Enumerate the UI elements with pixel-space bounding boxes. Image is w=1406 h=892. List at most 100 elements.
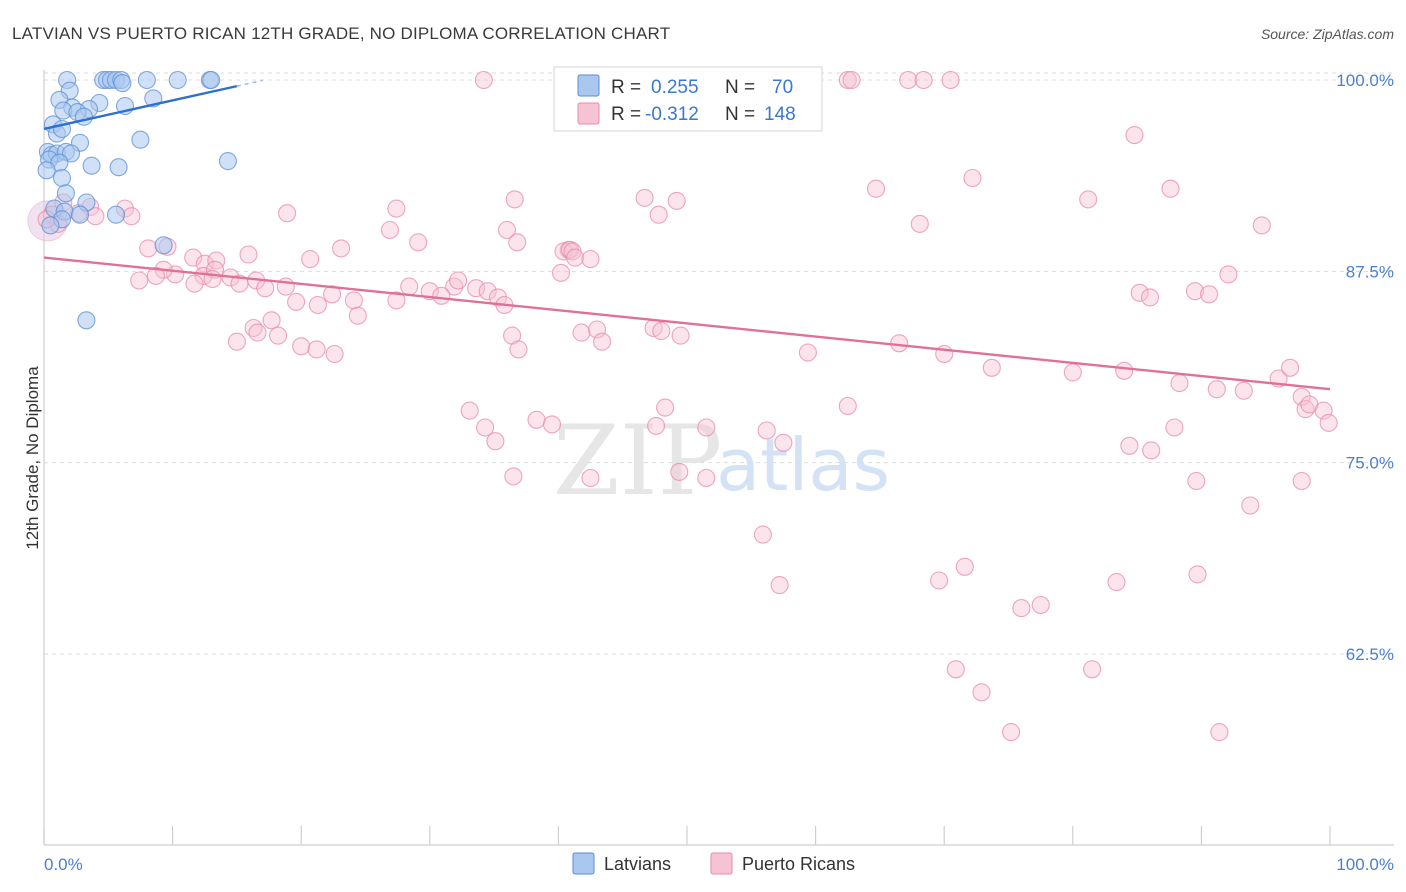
watermark-zip: ZIP	[553, 405, 722, 517]
point-puerto-ricans-92	[1207, 380, 1226, 399]
point-puerto-ricans-7	[941, 70, 960, 90]
point-puerto-ricans-20	[505, 190, 524, 209]
y-tick-label-3: 62.5%	[1346, 645, 1394, 664]
legend-r-label-1: R =	[611, 77, 641, 98]
point-puerto-ricans-89	[1063, 363, 1082, 382]
watermark: ZIP atlas	[553, 405, 890, 517]
point-puerto-ricans-74	[227, 332, 246, 351]
point-puerto-ricans-15	[122, 207, 141, 226]
point-latvians-6	[137, 70, 156, 90]
point-puerto-ricans-103	[647, 416, 666, 435]
point-latvians-45	[41, 216, 60, 235]
point-puerto-ricans-62	[432, 286, 451, 305]
correlation-legend: R = 0.255 N = 70 R = -0.312 N = 148	[553, 66, 823, 132]
point-puerto-ricans-56	[467, 279, 486, 298]
point-puerto-ricans-143	[1130, 283, 1149, 302]
point-latvians-42	[70, 205, 90, 224]
point-latvians-33	[82, 156, 101, 175]
point-latvians-7	[168, 70, 187, 90]
point-latvians-37	[52, 168, 72, 188]
point-latvians-47	[77, 311, 96, 330]
point-puerto-ricans-73	[292, 337, 311, 356]
point-puerto-ricans-45	[184, 248, 203, 267]
point-puerto-ricans-28	[1252, 216, 1271, 235]
trendline-puerto-ricans	[43, 256, 1331, 391]
point-puerto-ricans-68	[348, 306, 367, 325]
point-puerto-ricans-108	[486, 432, 505, 451]
point-puerto-ricans-65	[287, 292, 306, 311]
point-puerto-ricans-66	[308, 295, 327, 315]
point-puerto-ricans-118	[1165, 418, 1184, 437]
point-puerto-ricans-128	[1107, 573, 1126, 592]
point-latvians-43	[106, 205, 126, 224]
point-puerto-ricans-133	[1210, 723, 1229, 742]
bottom-legend-label-puerto-ricans: Puerto Ricans	[742, 854, 855, 874]
point-puerto-ricans-105	[757, 421, 776, 440]
point-puerto-ricans-48	[239, 245, 258, 264]
series-legend: Latvians Puerto Ricans	[572, 852, 855, 875]
y-tick-label-1: 87.5%	[1346, 262, 1394, 281]
point-puerto-ricans-109	[460, 401, 479, 420]
point-puerto-ricans-132	[972, 683, 991, 702]
point-puerto-ricans-147	[1219, 265, 1238, 284]
point-puerto-ricans-72	[269, 326, 288, 345]
point-puerto-ricans-91	[1170, 374, 1189, 393]
bottom-legend-label-latvians: Latvians	[604, 854, 671, 874]
point-puerto-ricans-71	[248, 323, 267, 342]
legend-n-value-1: 70	[772, 77, 793, 98]
point-puerto-ricans-129	[1188, 565, 1207, 584]
chart-title: LATVIAN VS PUERTO RICAN 12TH GRADE, NO D…	[12, 24, 670, 43]
point-puerto-ricans-84	[593, 332, 612, 351]
point-puerto-ricans-145	[1185, 282, 1205, 301]
point-puerto-ricans-93	[1234, 381, 1253, 400]
legend-n-label-2: N =	[725, 104, 755, 125]
watermark-atlas: atlas	[716, 423, 890, 507]
y-axis-label: 12th Grade, No Diploma	[23, 366, 42, 550]
point-puerto-ricans-134	[1002, 723, 1021, 742]
point-puerto-ricans-146	[1200, 285, 1219, 304]
point-puerto-ricans-141	[230, 274, 249, 293]
x-tick-marks	[43, 826, 1331, 845]
point-puerto-ricans-64	[323, 285, 342, 304]
point-puerto-ricans-25	[963, 168, 982, 188]
point-puerto-ricans-121	[1292, 471, 1311, 491]
point-latvians-38	[56, 184, 75, 203]
point-latvians-46	[154, 236, 173, 255]
y-tick-label-0: 100.0%	[1336, 71, 1394, 90]
point-puerto-ricans-120	[1241, 496, 1260, 515]
legend-r-label-2: R =	[611, 104, 641, 125]
point-puerto-ricans-102	[656, 398, 675, 417]
point-puerto-ricans-78	[572, 323, 591, 342]
point-puerto-ricans-114	[697, 468, 716, 488]
point-puerto-ricans-100	[1319, 413, 1338, 432]
trendline-extension-latvians	[236, 79, 263, 87]
point-puerto-ricans-44	[301, 250, 320, 269]
point-puerto-ricans-101	[838, 396, 857, 416]
point-latvians-35	[218, 152, 237, 171]
point-puerto-ricans-43	[551, 263, 571, 282]
point-puerto-ricans-8	[1125, 126, 1144, 145]
point-puerto-ricans-32	[409, 233, 428, 252]
point-puerto-ricans-104	[697, 418, 716, 437]
x-tick-label-min: 0.0%	[44, 855, 83, 874]
legend-n-value-2: 148	[764, 104, 796, 125]
point-puerto-ricans-125	[955, 557, 974, 576]
point-puerto-ricans-34	[139, 239, 158, 258]
legend-r-value-2: -0.312	[645, 104, 699, 125]
point-puerto-ricans-42	[581, 250, 600, 269]
point-puerto-ricans-0	[474, 70, 493, 90]
point-puerto-ricans-113	[670, 462, 689, 481]
point-puerto-ricans-58	[488, 288, 508, 307]
point-puerto-ricans-3	[838, 70, 857, 90]
point-puerto-ricans-23	[649, 205, 668, 224]
point-latvians-25	[131, 130, 150, 149]
point-puerto-ricans-21	[635, 188, 654, 207]
point-puerto-ricans-63	[387, 291, 406, 310]
gridlines	[44, 72, 1394, 655]
point-puerto-ricans-123	[770, 576, 789, 595]
point-puerto-ricans-144	[1140, 288, 1160, 307]
point-puerto-ricans-76	[325, 344, 344, 364]
point-puerto-ricans-47	[207, 251, 226, 270]
point-puerto-ricans-95	[1281, 358, 1300, 377]
y-tick-label-2: 75.0%	[1346, 454, 1394, 473]
